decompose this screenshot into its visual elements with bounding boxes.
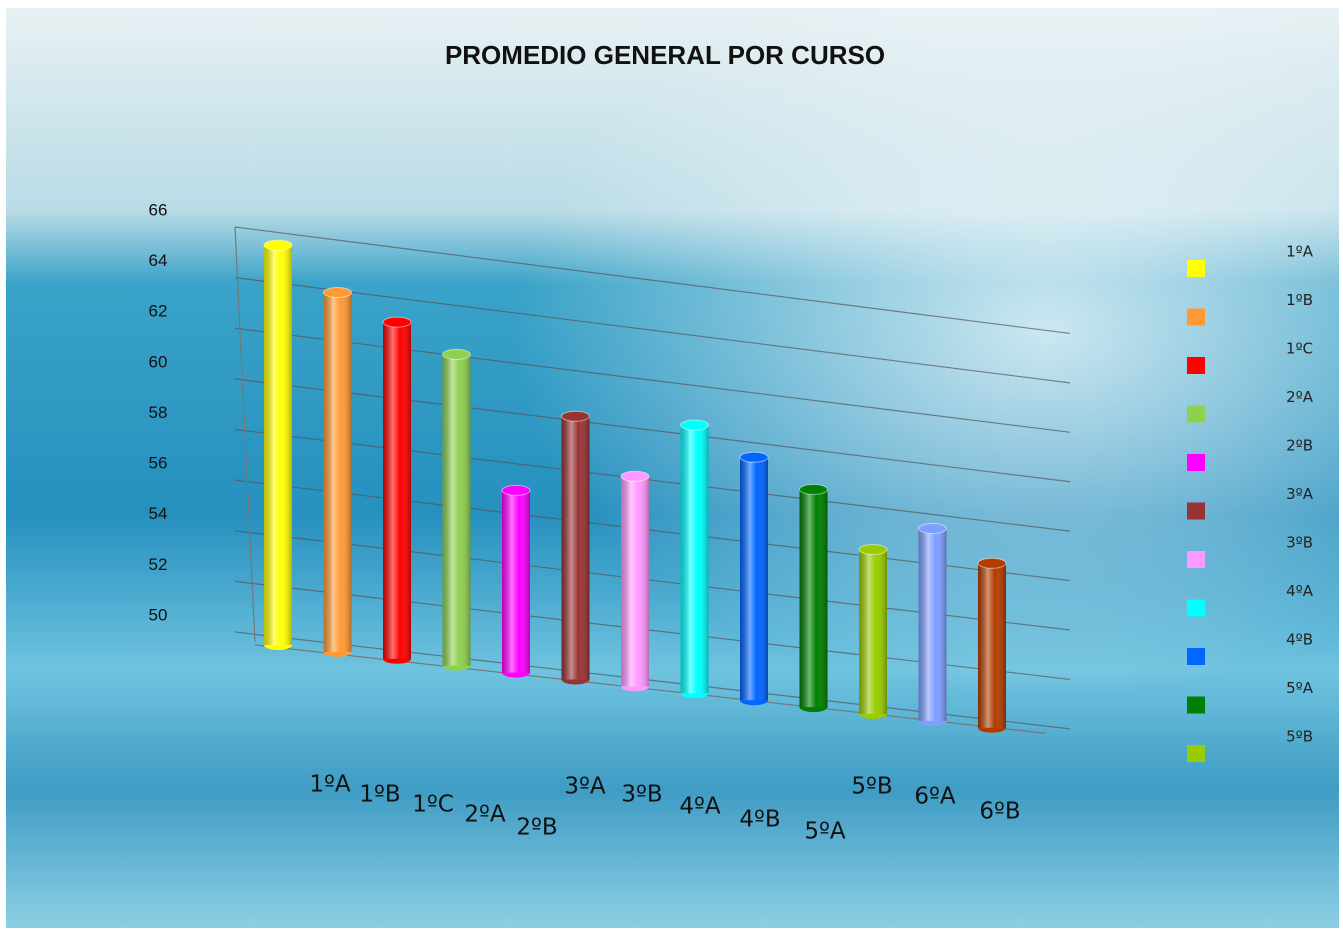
legend-label: 4ºA: [1286, 582, 1314, 600]
x-tick-label: 3ºB: [621, 782, 662, 808]
legend-swatch: [1187, 454, 1205, 471]
bar-shine: [383, 322, 411, 659]
bar-cap: [739, 451, 769, 463]
legend-swatch: [1187, 648, 1205, 665]
legend-swatch: [1187, 551, 1205, 568]
y-tick-label: 56: [149, 454, 168, 473]
legend-swatch: [1187, 357, 1205, 374]
chart-title: PROMEDIO GENERAL POR CURSO: [445, 40, 885, 70]
bar-cap: [323, 286, 352, 298]
legend-swatch: [1187, 745, 1205, 762]
y-tick-label: 54: [149, 504, 168, 523]
bar-shine: [264, 245, 292, 645]
bar-cap: [561, 410, 590, 422]
grid-line: [234, 327, 1071, 433]
bar-cap: [501, 484, 531, 496]
y-tick-label: 52: [149, 555, 168, 574]
legend-swatch: [1187, 308, 1205, 326]
bar-cap: [977, 557, 1007, 569]
bar-cap: [263, 239, 293, 251]
grid-line: [234, 226, 1071, 335]
background-foam: [6, 8, 1339, 928]
grid-line: [234, 428, 1071, 532]
x-tick-label: 6ºA: [914, 784, 955, 810]
legend-swatch: [1187, 502, 1205, 520]
legend-label: 1ºB: [1286, 291, 1313, 309]
bar-shine: [740, 457, 768, 701]
x-tick-label: 2ºB: [516, 815, 557, 841]
x-tick-label: 5ºA: [804, 819, 845, 845]
bar-cap: [382, 316, 412, 328]
bar-shine: [799, 489, 828, 708]
legend-swatch: [1187, 405, 1205, 423]
bar-shine: [978, 563, 1006, 728]
bar-shine: [502, 490, 530, 673]
y-tick-label: 58: [149, 403, 168, 422]
bar-shine: [621, 476, 649, 687]
y-tick-label: 50: [149, 605, 168, 624]
y-tick-label: 64: [149, 251, 168, 270]
x-tick-label: 4ºB: [739, 807, 780, 833]
legend-label: 5ºA: [1286, 679, 1314, 697]
legend-label: 3ºB: [1286, 534, 1313, 552]
grid-line: [234, 277, 1071, 384]
bar-cap: [799, 483, 828, 495]
x-tick-label: 4ºA: [679, 794, 720, 820]
legend-label: 1ºA: [1286, 243, 1314, 261]
x-tick-label: 6ºB: [979, 799, 1020, 825]
bar-shine: [680, 424, 709, 694]
legend-label: 1ºC: [1286, 340, 1313, 358]
x-tick-label: 1ºA: [309, 772, 350, 798]
x-tick-label: 1ºB: [359, 782, 400, 808]
legend-swatch: [1187, 260, 1205, 277]
legend-swatch: [1187, 696, 1205, 714]
y-tick-label: 66: [149, 200, 168, 219]
x-tick-label: 2ºA: [464, 802, 505, 828]
bar-cap: [680, 419, 709, 431]
legend-label: 4ºB: [1286, 631, 1313, 649]
legend-label: 2ºA: [1286, 388, 1314, 406]
bar-cap: [442, 348, 471, 360]
bar-cap: [918, 523, 947, 535]
legend-label: 5ºB: [1286, 728, 1313, 746]
bar-cap: [620, 470, 650, 482]
bar-shine: [561, 416, 590, 680]
y-tick-label: 62: [149, 302, 168, 321]
y-tick-label: 60: [149, 352, 168, 371]
plot: 50 52 54 56 58 60 62 64 66 1ºA 1ºB 1ºC 2ºA 2ºB 3ºA 3ºB 4…: [149, 200, 1071, 845]
y-axis: [234, 226, 256, 643]
bar-shine: [323, 292, 352, 652]
bar-shine: [859, 549, 887, 714]
legend-label: 2ºB: [1286, 437, 1313, 455]
legend-swatch: [1187, 599, 1205, 617]
bar-shine: [918, 528, 947, 721]
legend-label: 3ºA: [1286, 485, 1314, 503]
bar-shine: [442, 354, 471, 666]
bar-cap: [858, 543, 888, 555]
x-tick-label: 3ºA: [564, 774, 605, 800]
x-tick-label: 5ºB: [851, 774, 892, 800]
grid-line: [234, 378, 1071, 483]
x-tick-label: 1ºC: [412, 792, 454, 818]
